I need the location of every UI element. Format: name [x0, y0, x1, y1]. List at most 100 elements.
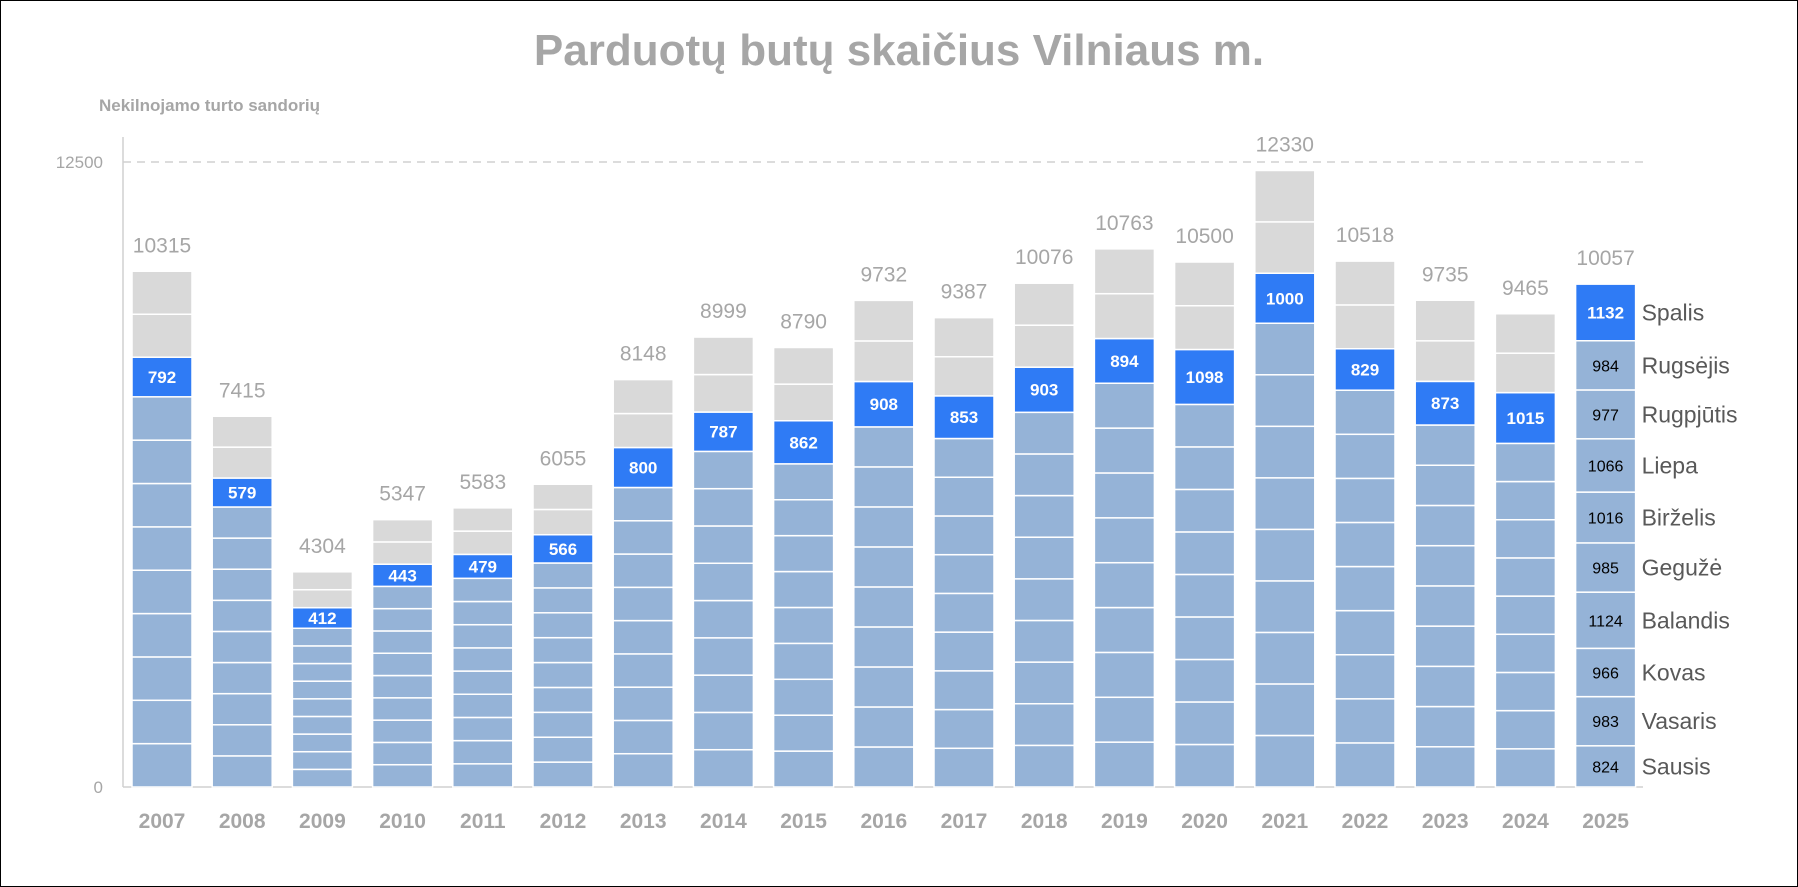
x-tick-label-2014: 2014	[700, 810, 747, 833]
bar-segment-2019-4	[1093, 606, 1156, 654]
bar-segment-2022-8	[1334, 433, 1396, 480]
bar-segment-2020-1	[1173, 743, 1236, 788]
bar-segment-2017-1	[933, 747, 995, 788]
bar-segment-2010-7	[371, 630, 434, 654]
monthly-value-label-Rugpjūtis: 977	[1592, 407, 1619, 424]
bar-segment-2014-2	[692, 711, 755, 751]
bar-segment-2025-3	[1574, 647, 1637, 698]
bar-segment-2023-3	[1414, 665, 1476, 708]
highlight-value-label-2017: 853	[950, 408, 978, 427]
bar-segment-2017-8	[933, 476, 995, 517]
bar-segment-2018-4	[1013, 619, 1075, 663]
monthly-value-label-Vasaris: 983	[1592, 714, 1619, 731]
bar-segment-2023-4	[1414, 625, 1476, 668]
bar-segment-2008-11	[211, 446, 273, 479]
bar-segment-2018-1	[1013, 744, 1075, 788]
bar-segment-2022-7	[1334, 477, 1396, 524]
bar-segment-2008-5	[211, 630, 273, 664]
highlight-value-label-2019: 894	[1110, 352, 1139, 371]
bar-segment-2010-9	[371, 585, 434, 610]
bar-segment-2024-12	[1494, 313, 1557, 354]
bar-segment-2012-1	[532, 761, 594, 788]
highlight-value-label-2018: 903	[1030, 381, 1058, 400]
bar-segment-2020-5	[1173, 573, 1236, 618]
bar-segment-2010-12	[371, 518, 434, 543]
bar-segment-2014-10	[692, 411, 755, 453]
highlight-value-label-2023: 873	[1431, 394, 1459, 413]
bar-segment-2011-7	[452, 623, 514, 649]
bar-segment-2024-3	[1494, 671, 1557, 712]
bar-segment-2016-12	[853, 299, 915, 342]
bar-segment-2015-12	[772, 346, 835, 385]
bar-segment-2025-9	[1574, 340, 1637, 391]
bar-segment-2016-3	[853, 666, 915, 708]
bar-segment-2021-3	[1254, 631, 1316, 685]
x-tick-label-2007: 2007	[139, 810, 186, 833]
total-label-2010: 5347	[379, 483, 426, 506]
bar-segment-2015-8	[772, 499, 835, 537]
highlight-value-label-2011: 479	[469, 557, 497, 576]
bar-segment-2014-4	[692, 637, 755, 676]
bar-segment-2023-9	[1414, 424, 1476, 466]
x-tick-label-2020: 2020	[1181, 810, 1228, 833]
bar-segment-2020-11	[1173, 305, 1236, 351]
bar-segment-2013-11	[612, 412, 674, 449]
bar-segment-2014-5	[692, 599, 755, 639]
monthly-value-label-Liepa: 1066	[1588, 458, 1624, 475]
monthly-value-label-Balandis: 1124	[1588, 613, 1623, 630]
bar-segment-2024-4	[1494, 633, 1557, 674]
bar-segment-2009-6	[291, 680, 354, 700]
highlight-value-label-2020: 1098	[1186, 368, 1224, 387]
bar-segment-2024-2	[1494, 709, 1557, 750]
total-label-2008: 7415	[219, 379, 266, 402]
x-tick-label-2011: 2011	[460, 810, 506, 833]
bar-segment-2023-10	[1414, 380, 1476, 426]
bar-segment-2007-3	[131, 656, 193, 702]
total-label-2009: 4304	[299, 535, 346, 558]
bar-segment-2024-7	[1494, 518, 1557, 559]
highlight-value-label-2013: 800	[629, 459, 657, 478]
highlight-value-label-2025: 1132	[1587, 303, 1624, 322]
total-label-2012: 6055	[540, 447, 587, 470]
bar-segment-2023-6	[1414, 544, 1476, 587]
bar-segment-2013-6	[612, 586, 674, 622]
bar-segment-2009-5	[291, 698, 354, 718]
bar-segment-2019-1	[1093, 741, 1156, 788]
bar-segment-2023-11	[1414, 340, 1476, 383]
bar-segment-2017-11	[933, 356, 995, 397]
x-tick-label-2019: 2019	[1101, 810, 1148, 833]
bar-segment-2021-11	[1254, 221, 1316, 274]
x-tick-label-2024: 2024	[1502, 810, 1549, 833]
bar-segment-2010-5	[371, 674, 434, 699]
bar-segment-2024-11	[1494, 352, 1557, 394]
bar-segment-2008-1	[211, 755, 273, 788]
x-tick-label-2025: 2025	[1582, 810, 1629, 833]
y-tick-label: 0	[94, 778, 103, 797]
total-label-2024: 9465	[1502, 277, 1549, 300]
highlight-value-label-2009: 412	[308, 609, 336, 628]
bar-segment-2021-1	[1254, 734, 1316, 788]
highlight-value-label-2024: 1015	[1506, 409, 1544, 428]
bar-segment-2020-3	[1173, 658, 1236, 703]
bar-segment-2018-12	[1013, 282, 1075, 326]
monthly-value-label-Birželis: 1016	[1588, 511, 1624, 528]
bar-segment-2019-12	[1093, 248, 1156, 295]
bar-segment-2011-11	[452, 530, 514, 556]
highlight-value-label-2008: 579	[228, 484, 256, 503]
bar-segment-2019-2	[1093, 696, 1156, 743]
bar-segment-2011-4	[452, 693, 514, 719]
bar-segment-2021-9	[1254, 322, 1316, 376]
highlight-value-label-2015: 862	[789, 433, 817, 452]
bar-segment-2024-10	[1494, 391, 1557, 445]
total-label-2022: 10518	[1336, 224, 1394, 247]
total-label-2021: 12330	[1256, 134, 1314, 157]
bar-segment-2013-3	[612, 686, 674, 722]
bar-segment-2007-7	[131, 482, 193, 528]
bar-segment-2016-8	[853, 466, 915, 508]
bar-segment-2013-5	[612, 619, 674, 655]
x-tick-label-2016: 2016	[860, 810, 907, 833]
bar-segment-2014-12	[692, 336, 755, 376]
bar-segment-2010-1	[371, 763, 434, 788]
month-label-6: Birželis	[1642, 505, 1716, 531]
bar-segment-2016-7	[853, 506, 915, 548]
